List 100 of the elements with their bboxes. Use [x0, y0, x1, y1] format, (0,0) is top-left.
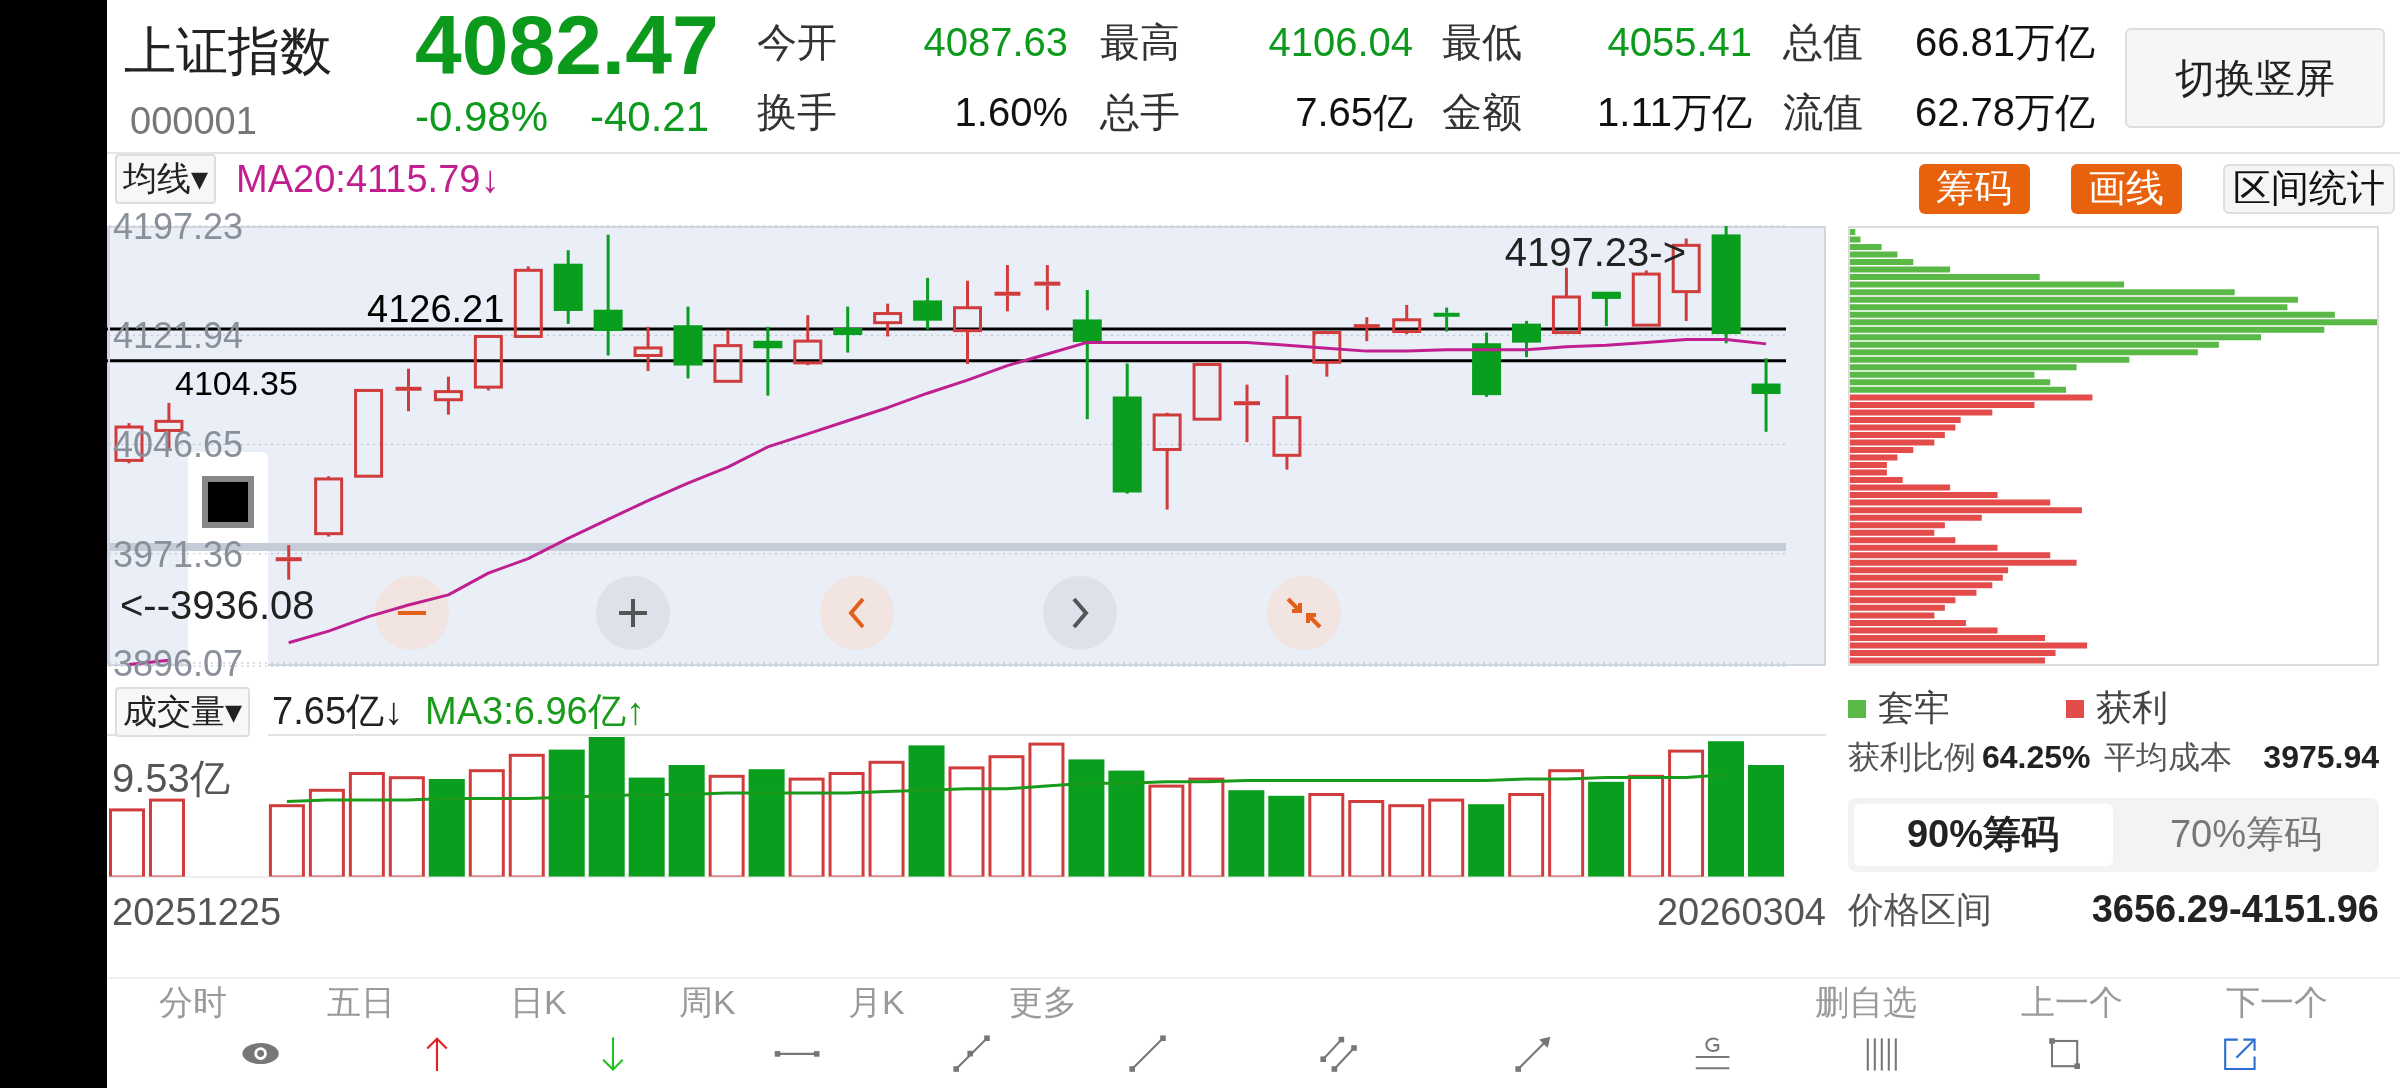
text: 4055.41	[1607, 19, 1752, 65]
candlestick	[1551, 267, 1581, 335]
bar	[388, 776, 425, 877]
bar	[828, 772, 865, 877]
bar	[1668, 749, 1705, 877]
bar	[1588, 781, 1625, 877]
legend-label: 获利	[2096, 686, 2168, 730]
bar	[588, 737, 625, 877]
text: 66.81万亿	[1914, 19, 2095, 65]
text: 总值	[1783, 19, 1863, 65]
text: 更多	[1009, 983, 1077, 1023]
bar	[348, 772, 385, 877]
text: -40.21	[590, 92, 710, 142]
text: 月K	[848, 983, 905, 1023]
text: 切换竖屏	[2175, 55, 2335, 101]
text: 今开	[757, 19, 837, 65]
bar	[428, 779, 465, 877]
text: 4087.63	[923, 19, 1068, 65]
bar	[748, 769, 785, 877]
text: 3975.94	[2263, 738, 2379, 776]
candlestick	[833, 306, 863, 353]
bar	[1508, 793, 1545, 877]
annotation: 9.53亿	[112, 755, 230, 801]
text: 日K	[510, 983, 567, 1023]
text: 1.60%	[954, 89, 1068, 135]
bar	[1308, 793, 1345, 877]
y-tick-label: 4197.23	[113, 206, 244, 247]
text: 分时	[159, 983, 227, 1023]
candlestick	[953, 280, 982, 366]
candlestick	[1312, 331, 1342, 377]
text: 区间统计	[2233, 167, 2385, 211]
bar	[148, 798, 185, 877]
bar	[1850, 229, 1856, 235]
text: 70%筹码	[2169, 813, 2323, 857]
bar	[1748, 765, 1785, 877]
text: 上证指数	[124, 22, 332, 82]
bar	[548, 749, 585, 877]
bar	[1108, 770, 1145, 877]
text: 上一个	[2021, 983, 2123, 1023]
text: 3656.29-4151.96	[2091, 888, 2379, 932]
text: 删自选	[1815, 983, 1917, 1023]
bar	[1268, 795, 1305, 877]
bar	[1850, 394, 2093, 401]
candlestick	[1591, 291, 1621, 328]
text: 金额	[1442, 89, 1522, 135]
bar	[708, 774, 745, 877]
text: 价格区间	[1848, 889, 1992, 931]
y-tick-label: 3896.07	[113, 643, 244, 684]
bar	[1628, 774, 1665, 877]
text: 000001	[130, 100, 257, 144]
bar	[1068, 759, 1105, 877]
bar	[948, 766, 985, 877]
legend-label: 套牢	[1878, 686, 1950, 730]
annotation: <--3936.08	[120, 582, 315, 628]
bar	[1228, 790, 1265, 877]
text: 20260304	[1656, 891, 1826, 935]
y-tick-label: 3971.36	[113, 533, 244, 575]
text: 4106.04	[1268, 19, 1413, 65]
text: 7.65亿↓	[272, 689, 404, 734]
ref-line-label: 4126.21	[367, 288, 505, 331]
bar	[1708, 741, 1745, 877]
text: 下一个	[2226, 983, 2328, 1023]
text: 画线	[2088, 167, 2164, 211]
text: 64.25%	[1982, 738, 2091, 776]
bar	[508, 753, 545, 877]
text: 90%筹码	[1906, 813, 2060, 857]
text: 62.78万亿	[1914, 89, 2095, 135]
bar	[668, 765, 705, 877]
bar	[1548, 769, 1585, 877]
candlestick	[354, 388, 384, 478]
text: 周K	[679, 983, 736, 1023]
bar	[1468, 804, 1505, 877]
text: 4082.47	[415, 0, 719, 94]
text: MA20:4115.79↓	[236, 157, 500, 201]
bar	[1850, 386, 2067, 393]
bar	[468, 769, 505, 877]
text: 最高	[1100, 19, 1180, 65]
candlestick	[1272, 375, 1302, 470]
bar	[308, 788, 345, 877]
bar	[1388, 804, 1425, 877]
bar	[109, 808, 145, 877]
bar	[1148, 784, 1185, 877]
text: 总手	[1100, 89, 1180, 135]
chart-title: 成交量▾	[115, 686, 251, 737]
ref-line-label: 4104.35	[175, 363, 298, 402]
candlestick	[1072, 290, 1102, 421]
series-label: MA3:6.96亿↑	[425, 689, 645, 734]
text: 1.11万亿	[1597, 89, 1752, 135]
text: 换手	[757, 89, 837, 135]
bar	[628, 777, 665, 877]
candlestick	[1192, 362, 1222, 421]
bar	[988, 755, 1025, 877]
legend-title: 均线▾	[115, 154, 217, 204]
bar	[1028, 742, 1065, 877]
bar	[1188, 777, 1225, 877]
text: 流值	[1783, 89, 1863, 135]
candlestick	[593, 234, 623, 356]
bar	[908, 745, 945, 877]
bar	[1428, 798, 1465, 877]
text: 7.65亿	[1295, 89, 1413, 135]
